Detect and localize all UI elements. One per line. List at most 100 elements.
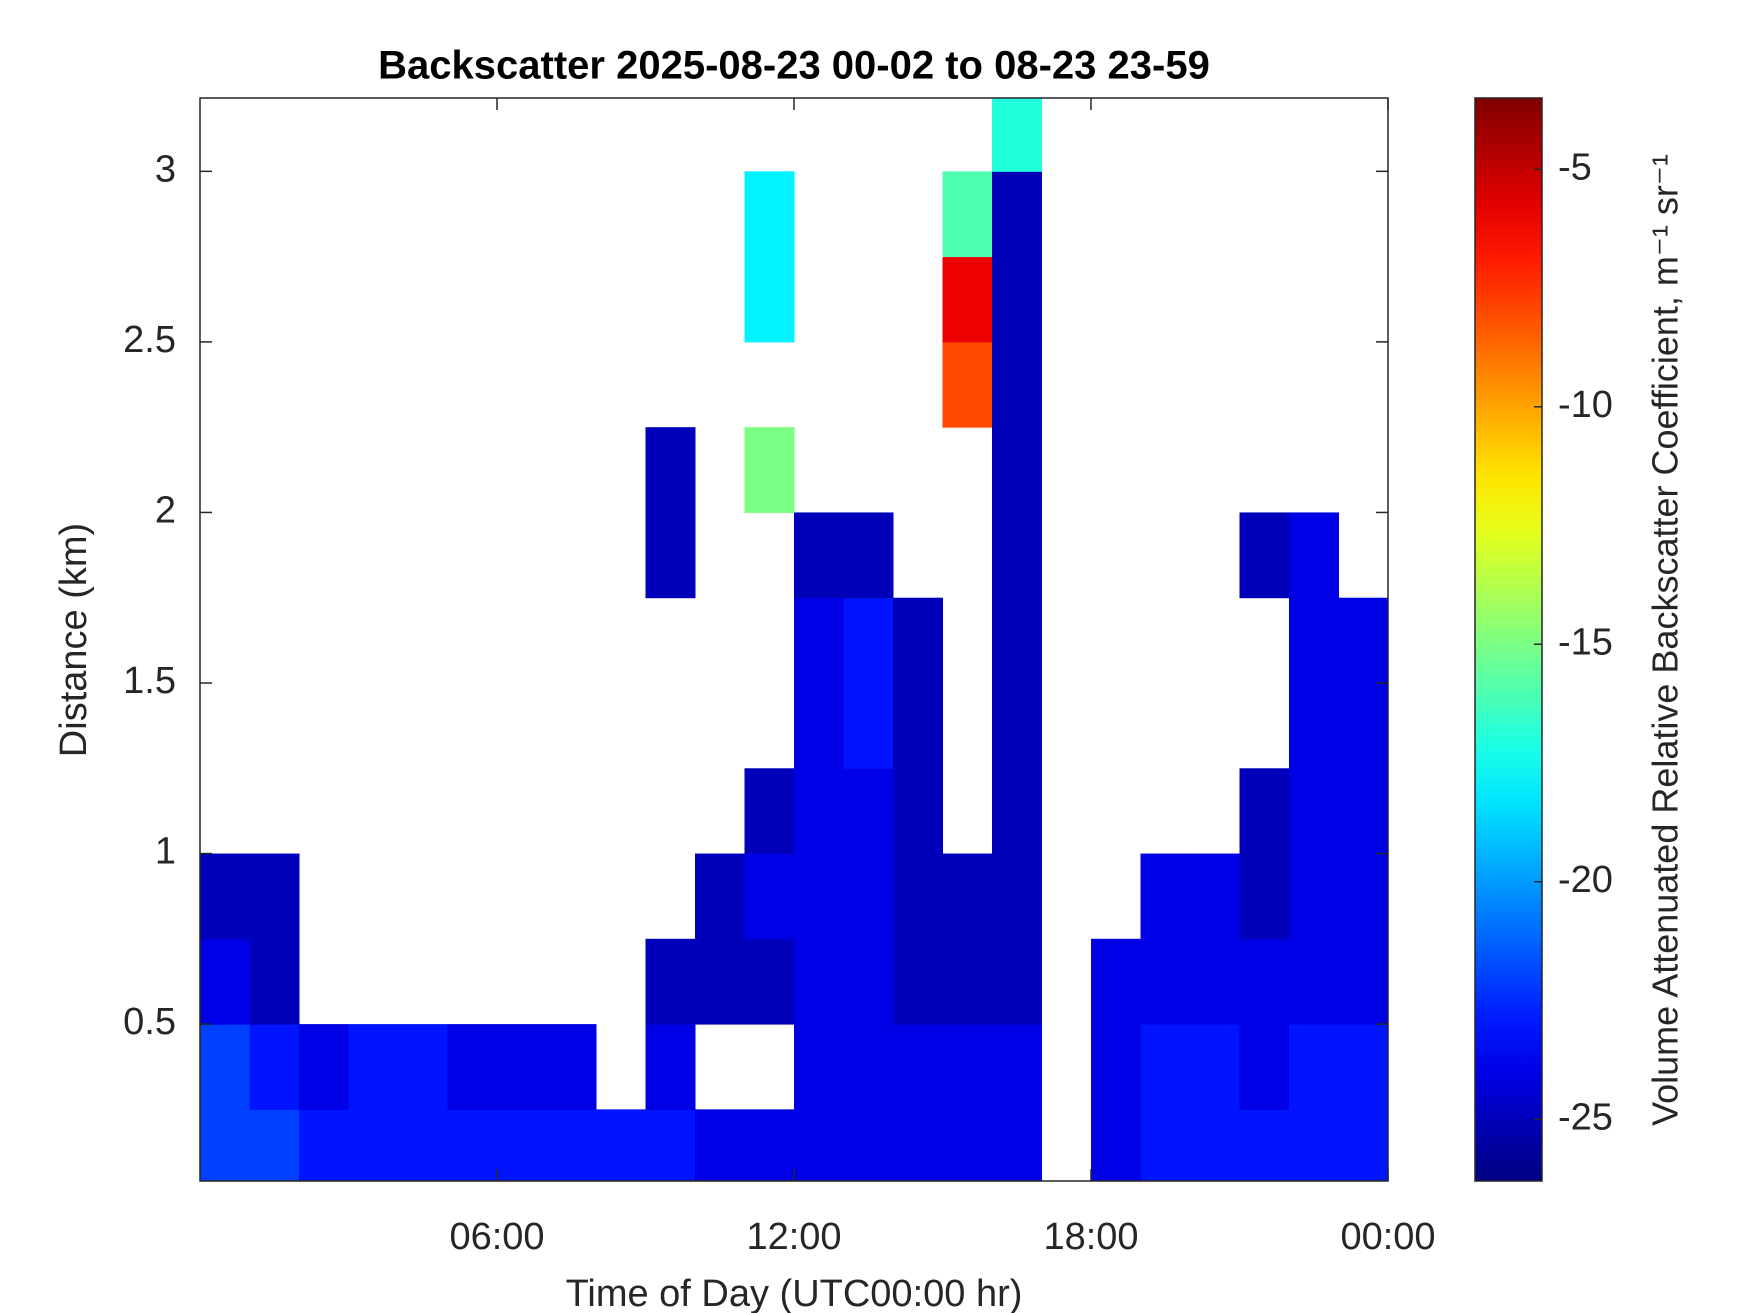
heat-cell	[1140, 853, 1191, 940]
heat-cell	[249, 853, 300, 940]
heat-cell	[1338, 938, 1389, 1025]
heat-cell	[1190, 1109, 1240, 1182]
heat-cell	[645, 1109, 696, 1182]
heat-cell	[1338, 853, 1389, 940]
heat-cell	[992, 682, 1042, 769]
heat-cell	[1239, 938, 1290, 1025]
heat-cell	[942, 853, 993, 940]
heat-cell	[942, 341, 993, 428]
heat-cell	[942, 1109, 993, 1182]
x-tick-label: 18:00	[1043, 1216, 1138, 1258]
heat-cell	[843, 597, 894, 684]
heat-cell	[744, 427, 795, 513]
heat-cell	[1091, 1109, 1141, 1182]
heat-cell	[992, 98, 1042, 172]
heat-cell	[1338, 1024, 1389, 1110]
heat-cell	[992, 1024, 1042, 1110]
heat-cell	[992, 341, 1042, 428]
heat-cell	[1289, 682, 1339, 769]
heat-cell	[299, 1109, 349, 1182]
y-axis-label: Distance (km)	[53, 523, 95, 757]
heat-cell	[942, 171, 993, 258]
heat-cell	[200, 938, 250, 1025]
heat-cell	[794, 1109, 844, 1182]
heat-cell	[1289, 597, 1339, 684]
heat-cell	[744, 1109, 795, 1182]
colorbar-tick-label: -10	[1558, 384, 1613, 426]
heat-cell	[1239, 853, 1290, 940]
heat-cell	[645, 512, 696, 599]
heat-cell	[893, 938, 943, 1025]
heat-cell	[843, 938, 894, 1025]
heat-cell	[1289, 1109, 1339, 1182]
y-tick-label: 2.5	[123, 319, 176, 361]
heat-cell	[843, 1024, 894, 1110]
heat-cell	[398, 1024, 448, 1110]
heat-cell	[1289, 1024, 1339, 1110]
heat-cell	[1289, 853, 1339, 940]
heat-cell	[843, 512, 894, 599]
colorbar-tick-label: -20	[1558, 859, 1613, 901]
heat-cell	[794, 512, 844, 599]
heat-cell	[992, 171, 1042, 258]
heat-cell	[992, 512, 1042, 599]
heat-cell	[249, 1024, 300, 1110]
heat-cell	[794, 853, 844, 940]
heat-cell	[1140, 1109, 1191, 1182]
heat-cell	[794, 1024, 844, 1110]
heat-cell	[645, 427, 696, 513]
colorbar	[1474, 97, 1543, 1182]
heat-cell	[893, 1109, 943, 1182]
heat-cell	[1140, 938, 1191, 1025]
heat-cell	[744, 853, 795, 940]
heat-cell	[1289, 512, 1339, 599]
heat-cell	[546, 1109, 597, 1182]
x-tick-label: 06:00	[449, 1216, 544, 1258]
heat-cell	[992, 938, 1042, 1025]
heat-cell	[942, 256, 993, 343]
heat-cell	[744, 171, 795, 258]
heat-cell	[1190, 938, 1240, 1025]
heat-cell	[200, 853, 250, 940]
heat-cell	[1338, 597, 1389, 684]
y-tick-label: 1.5	[123, 660, 176, 702]
heat-cell	[992, 768, 1042, 855]
heat-cell	[1338, 682, 1389, 769]
heat-cell	[1338, 768, 1389, 855]
heat-cell	[744, 768, 795, 855]
heat-cell	[794, 768, 844, 855]
heat-cell	[843, 853, 894, 940]
heat-cell	[942, 938, 993, 1025]
heat-cell	[1190, 1024, 1240, 1110]
heat-cell	[1239, 768, 1290, 855]
heat-cell	[744, 938, 795, 1025]
heat-cell	[398, 1109, 448, 1182]
heat-cell	[942, 1024, 993, 1110]
heat-cell	[447, 1024, 498, 1110]
heat-cell	[1091, 938, 1141, 1025]
heat-cell	[893, 597, 943, 684]
heat-cell	[893, 853, 943, 940]
colorbar-tick-label: -15	[1558, 621, 1613, 663]
y-tick-label: 3	[155, 148, 176, 190]
heat-cell	[992, 256, 1042, 343]
heat-cell	[1239, 512, 1290, 599]
heat-cell	[992, 853, 1042, 940]
heat-cell	[497, 1024, 547, 1110]
heat-cell	[1239, 1109, 1290, 1182]
heat-cell	[348, 1109, 399, 1182]
heat-cell	[1190, 853, 1240, 940]
y-tick-label: 2	[155, 489, 176, 531]
heat-cell	[843, 682, 894, 769]
heat-cell	[695, 938, 745, 1025]
heat-cell	[1239, 1024, 1290, 1110]
heat-cell	[843, 768, 894, 855]
heat-cell	[992, 427, 1042, 513]
heat-cell	[249, 938, 300, 1025]
heat-cell	[992, 597, 1042, 684]
heat-cell	[992, 1109, 1042, 1182]
heat-cell	[843, 1109, 894, 1182]
heat-cell	[794, 682, 844, 769]
heat-cell	[1289, 768, 1339, 855]
